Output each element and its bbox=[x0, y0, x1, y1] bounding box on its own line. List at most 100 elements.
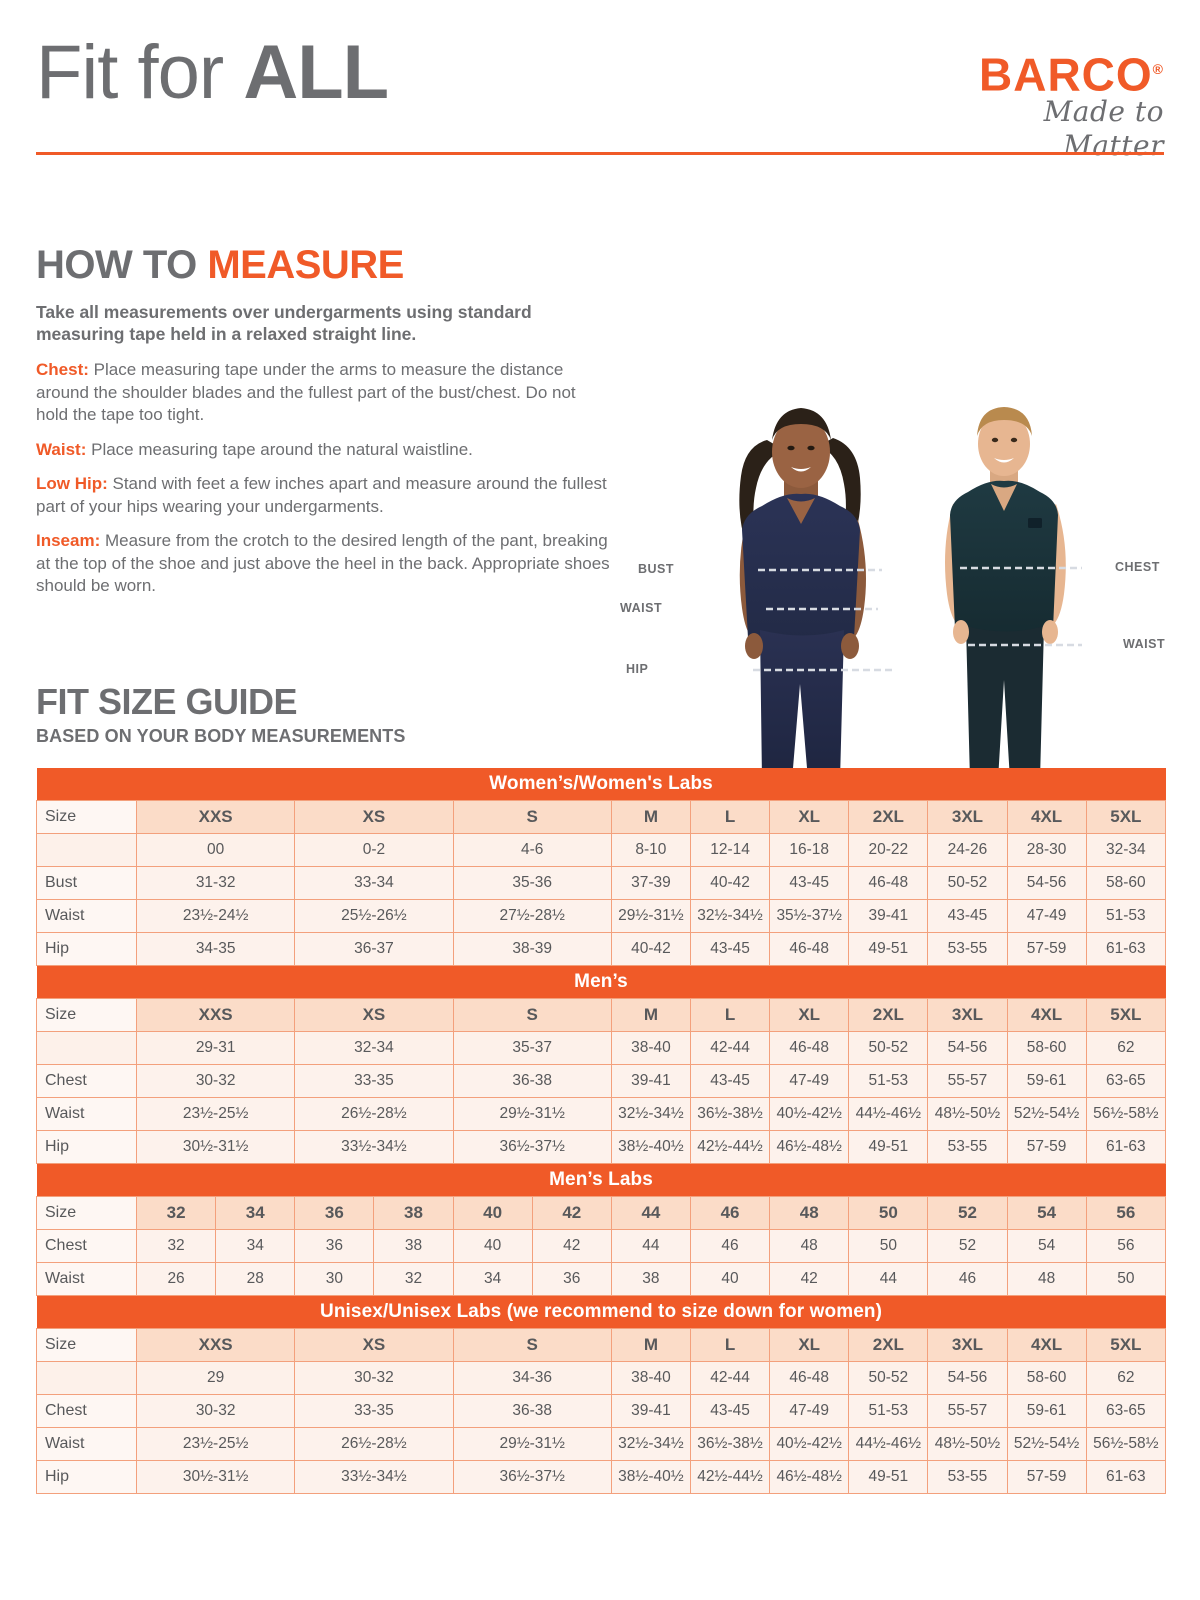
measurement-cell: 44 bbox=[610, 1229, 691, 1263]
table-row: Chest 32 34 36 38 40 42 44 46 48 50 52 54 56 bbox=[36, 1229, 1167, 1263]
heading-accent: MEASURE bbox=[207, 243, 404, 287]
measurement-cell: 36½-37½ bbox=[452, 1460, 612, 1494]
numeric-size-cell: 42-44 bbox=[689, 1361, 771, 1395]
size-header-cell: 2XL bbox=[848, 1328, 929, 1362]
numeric-size-cell: 00 bbox=[135, 833, 296, 867]
measurement-cell: 23½-25½ bbox=[135, 1427, 296, 1461]
numeric-size-cell: 8-10 bbox=[610, 833, 691, 867]
measurement-cell: 38½-40½ bbox=[610, 1130, 691, 1164]
size-header-cell: XXS bbox=[135, 800, 296, 834]
measurement-cell: 47-49 bbox=[769, 1064, 850, 1098]
measurement-cell: 44½-46½ bbox=[848, 1427, 929, 1461]
measurement-cell: 33-35 bbox=[294, 1394, 454, 1428]
measurement-cell: 26 bbox=[135, 1262, 217, 1296]
numeric-size-cell: 4-6 bbox=[452, 833, 612, 867]
numeric-size-cell: 38-40 bbox=[610, 1361, 691, 1395]
row-label: Chest bbox=[36, 1394, 137, 1428]
size-header-cell: 3XL bbox=[927, 800, 1008, 834]
numeric-size-cell: 32-34 bbox=[1085, 833, 1167, 867]
numeric-size-cell: 34-36 bbox=[452, 1361, 612, 1395]
measurement-cell: 43-45 bbox=[689, 1064, 771, 1098]
measurement-cell: 38-39 bbox=[452, 932, 612, 966]
measure-item-waist-text: Place measuring tape around the natural … bbox=[91, 439, 473, 459]
measurement-cell: 40-42 bbox=[610, 932, 691, 966]
table-row: Waist 26 28 30 32 34 36 38 40 42 44 46 48 50 bbox=[36, 1262, 1167, 1296]
measurement-cell: 53-55 bbox=[927, 1460, 1008, 1494]
measurement-cell: 49-51 bbox=[848, 932, 929, 966]
row-label: Size bbox=[36, 998, 137, 1032]
table-section-band: Women’s/Women's Labs bbox=[36, 768, 1166, 801]
measurement-cell: 40½-42½ bbox=[769, 1097, 850, 1131]
measurement-cell: 48½-50½ bbox=[927, 1097, 1008, 1131]
table-section-band: Unisex/Unisex Labs (we recommend to size… bbox=[36, 1295, 1166, 1329]
measurement-cell: 42½-44½ bbox=[689, 1460, 771, 1494]
page-header: Fit for ALL BARCO® Made to Matter bbox=[0, 0, 1200, 170]
measurement-cell: 55-57 bbox=[927, 1394, 1008, 1428]
barco-wordmark-text: BARCO bbox=[979, 48, 1153, 101]
page-title-light: Fit for bbox=[36, 30, 244, 115]
measurement-cell: 57-59 bbox=[1006, 1130, 1087, 1164]
row-label: Size bbox=[36, 800, 137, 834]
measurement-cell: 33-34 bbox=[294, 866, 454, 900]
size-header-cell: 5XL bbox=[1085, 998, 1167, 1032]
measurement-cell: 56½-58½ bbox=[1085, 1427, 1167, 1461]
measurement-cell: 39-41 bbox=[610, 1064, 691, 1098]
numeric-size-cell: 16-18 bbox=[769, 833, 850, 867]
size-header-cell: L bbox=[689, 1328, 771, 1362]
measurement-cell: 36½-37½ bbox=[452, 1130, 612, 1164]
measurement-cell: 48 bbox=[769, 1229, 850, 1263]
numeric-size-cell: 50-52 bbox=[848, 1031, 929, 1065]
numeric-size-cell: 35-37 bbox=[452, 1031, 612, 1065]
row-label: Hip bbox=[36, 1460, 137, 1494]
measurement-cell: 47-49 bbox=[769, 1394, 850, 1428]
label-chest: CHEST bbox=[1115, 560, 1160, 574]
fit-size-guide-heading: FIT SIZE GUIDE bbox=[36, 681, 298, 722]
row-label: Size bbox=[36, 1328, 137, 1362]
label-bust: BUST bbox=[638, 562, 675, 576]
measurement-cell: 32½-34½ bbox=[689, 899, 771, 933]
measurement-cell: 51-53 bbox=[1085, 899, 1167, 933]
row-label: Hip bbox=[36, 1130, 137, 1164]
measurement-cell: 27½-28½ bbox=[452, 899, 612, 933]
measurement-cell: 44½-46½ bbox=[848, 1097, 929, 1131]
measurement-cell: 30½-31½ bbox=[135, 1130, 296, 1164]
measurement-cell: 46½-48½ bbox=[769, 1460, 850, 1494]
size-header-cell: 4XL bbox=[1006, 1328, 1087, 1362]
measurement-cell: 23½-25½ bbox=[135, 1097, 296, 1131]
size-header-cell: S bbox=[452, 1328, 612, 1362]
numeric-size-cell: 50-52 bbox=[848, 1361, 929, 1395]
measurement-cell: 46½-48½ bbox=[769, 1130, 850, 1164]
size-header-cell: 56 bbox=[1085, 1196, 1167, 1230]
measurement-cell: 49-51 bbox=[848, 1460, 929, 1494]
table-row: Hip 30½-31½ 33½-34½ 36½-37½ 38½-40½ 42½-44½ 46… bbox=[36, 1130, 1167, 1164]
measurement-cell: 46-48 bbox=[848, 866, 929, 900]
table-row: Chest 30-32 33-35 36-38 39-41 43-45 47-49 51-53… bbox=[36, 1394, 1167, 1428]
size-header-cell: 38 bbox=[373, 1196, 454, 1230]
numeric-size-cell: 24-26 bbox=[927, 833, 1008, 867]
measure-item-inseam: Inseam: Measure from the crotch to the d… bbox=[36, 530, 611, 598]
measurement-cell: 47-49 bbox=[1006, 899, 1087, 933]
measurement-cell: 30 bbox=[294, 1262, 375, 1296]
measure-item-inseam-text: Measure from the crotch to the desired l… bbox=[36, 531, 610, 595]
table-row: Size 32 34 36 38 40 42 44 46 48 50 52 54 56 bbox=[36, 1196, 1167, 1230]
size-header-cell: 4XL bbox=[1006, 800, 1087, 834]
size-header-cell: 2XL bbox=[848, 800, 929, 834]
size-header-cell: 52 bbox=[927, 1196, 1008, 1230]
size-header-cell: 3XL bbox=[927, 1328, 1008, 1362]
table-row: Chest 30-32 33-35 36-38 39-41 43-45 47-49 51-53… bbox=[36, 1064, 1167, 1098]
measurement-cell: 52 bbox=[927, 1229, 1008, 1263]
label-waist-female: WAIST bbox=[620, 601, 663, 615]
row-label: Chest bbox=[36, 1064, 137, 1098]
size-header-cell: L bbox=[689, 998, 771, 1032]
model-illustration: BUST WAIST HIP CHEST WAIST bbox=[620, 380, 1170, 780]
table-section-title: Men’s Labs bbox=[36, 1163, 1166, 1197]
size-header-cell: XL bbox=[769, 800, 850, 834]
size-header-cell: 46 bbox=[689, 1196, 771, 1230]
measurement-cell: 58-60 bbox=[1085, 866, 1167, 900]
table-row: Hip 34-35 36-37 38-39 40-42 43-45 46-48 49-51 53… bbox=[36, 932, 1167, 966]
size-header-cell: 5XL bbox=[1085, 1328, 1167, 1362]
size-header-cell: 4XL bbox=[1006, 998, 1087, 1032]
measurement-cell: 46 bbox=[927, 1262, 1008, 1296]
table-section-band: Men’s Labs bbox=[36, 1163, 1166, 1197]
measurement-cell: 53-55 bbox=[927, 932, 1008, 966]
